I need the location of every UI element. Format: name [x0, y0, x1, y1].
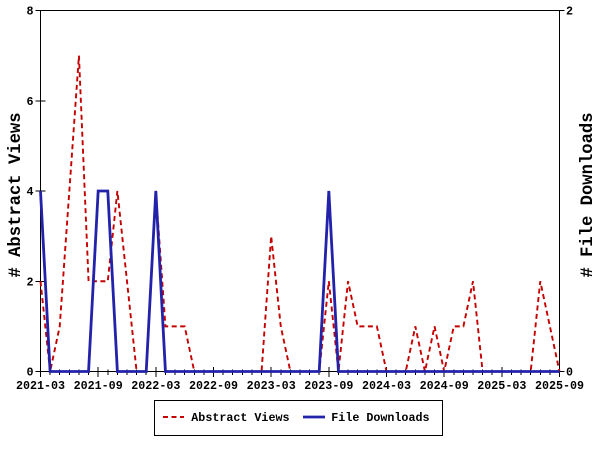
svg-text:2021-09: 2021-09 — [74, 379, 123, 393]
svg-text:# File Downloads: # File Downloads — [579, 112, 598, 277]
svg-text:Abstract Views: Abstract Views — [191, 411, 289, 425]
svg-text:2023-03: 2023-03 — [247, 379, 296, 393]
svg-text:2025-03: 2025-03 — [477, 379, 526, 393]
svg-text:2024-09: 2024-09 — [420, 379, 469, 393]
svg-text:# Abstract Views: # Abstract Views — [7, 112, 26, 277]
svg-text:6: 6 — [26, 95, 33, 109]
svg-text:2: 2 — [26, 275, 33, 289]
svg-text:4: 4 — [26, 185, 33, 199]
svg-text:8: 8 — [26, 5, 33, 19]
svg-text:File Downloads: File Downloads — [331, 411, 429, 425]
svg-text:2025-09: 2025-09 — [535, 379, 584, 393]
svg-text:2022-03: 2022-03 — [131, 379, 180, 393]
svg-text:0: 0 — [566, 366, 573, 380]
svg-text:2023-09: 2023-09 — [304, 379, 353, 393]
svg-text:2024-03: 2024-03 — [362, 379, 411, 393]
svg-text:2022-09: 2022-09 — [189, 379, 238, 393]
svg-text:0: 0 — [26, 366, 33, 380]
svg-text:2021-03: 2021-03 — [16, 379, 65, 393]
svg-text:2: 2 — [566, 5, 573, 19]
